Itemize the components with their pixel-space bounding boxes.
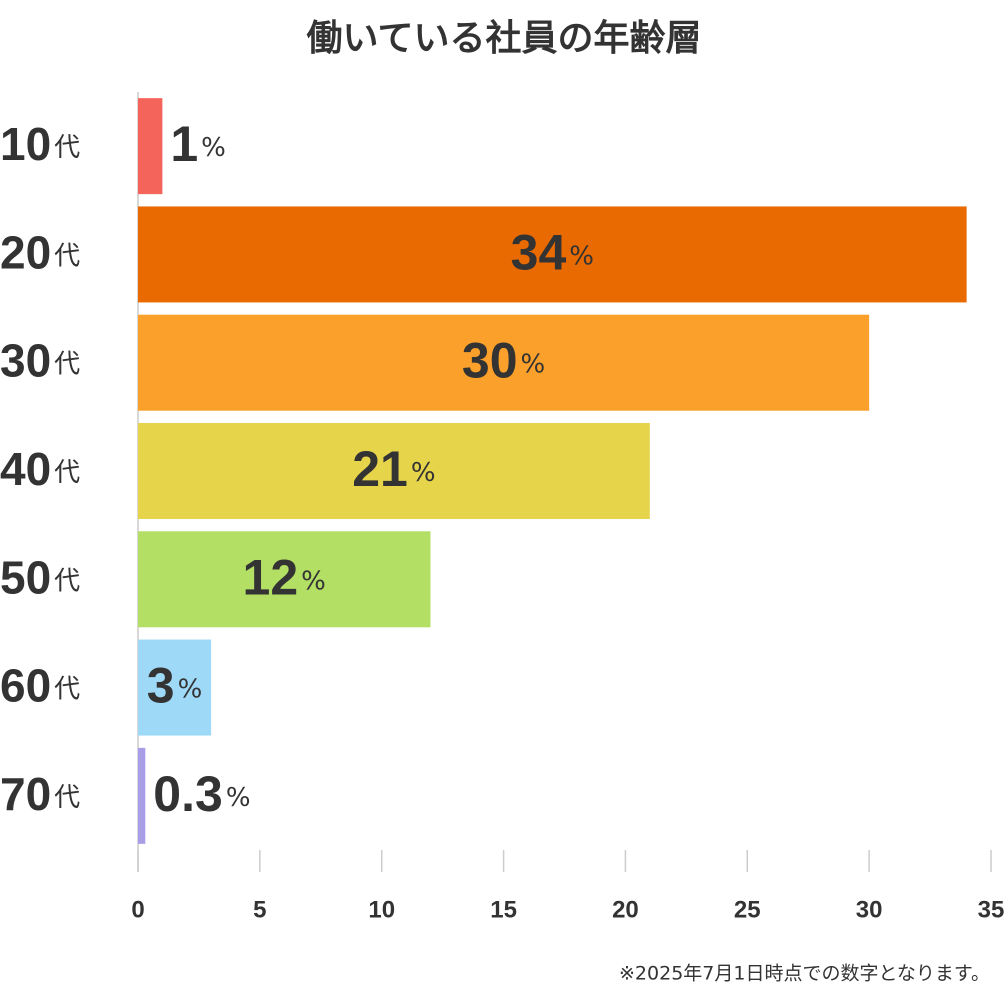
bar [138,531,431,628]
chart-title: 働いている社員の年齢層 [307,18,702,59]
category-label: 70 代 [0,768,80,820]
bar [138,747,146,844]
category-label: 50 代 [0,551,80,603]
x-tick-label: 15 [490,896,517,923]
value-label: 21% [352,441,435,497]
x-tick-label: 5 [253,896,266,923]
category-label: 20 代 [0,227,80,279]
bar [138,314,870,411]
bar [138,98,163,195]
x-tick-label: 35 [978,896,1005,923]
value-label: 3% [147,658,203,714]
category-label: 10 代 [0,118,80,170]
category-label: 40 代 [0,443,80,495]
value-label: 30% [462,333,545,389]
footnote: ※2025年7月1日時点での数字となります。 [619,963,990,985]
bar [138,206,967,303]
value-label: 1% [170,116,226,172]
bar [138,423,650,519]
x-tick-label: 20 [612,896,639,923]
x-tick-label: 0 [131,896,144,923]
bar [138,639,212,736]
x-tick-label: 25 [734,896,761,923]
value-label: 0.3% [153,766,250,822]
category-label: 60 代 [0,660,80,712]
category-label: 30 代 [0,335,80,387]
value-label: 34% [511,225,594,281]
x-tick-label: 10 [368,896,395,923]
value-label: 12% [243,549,326,605]
x-tick-label: 30 [856,896,883,923]
